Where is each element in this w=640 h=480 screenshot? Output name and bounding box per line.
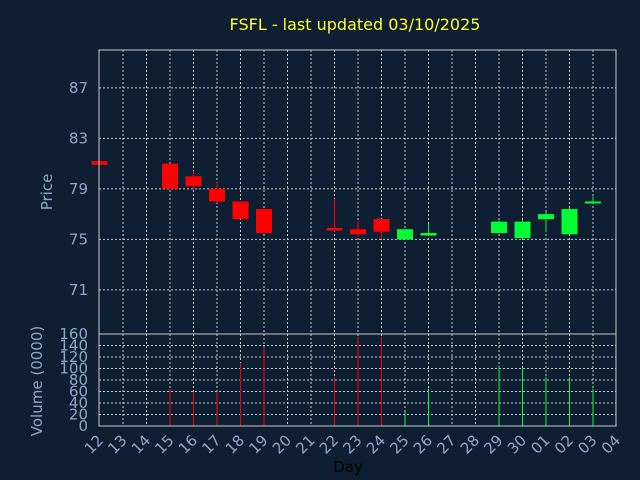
candle xyxy=(256,209,272,235)
candle xyxy=(232,201,249,220)
day-tick-label: 27 xyxy=(433,431,459,457)
volume-tick-label: 140 xyxy=(59,337,88,355)
day-tick-label: 25 xyxy=(386,431,412,457)
price-tick-label: 71 xyxy=(69,281,88,299)
day-tick-label: 26 xyxy=(410,431,436,457)
price-tick-label: 87 xyxy=(69,79,88,97)
candle xyxy=(350,221,366,237)
candle-body xyxy=(373,219,390,232)
day-tick-label: 15 xyxy=(151,431,177,457)
candle xyxy=(373,219,390,240)
volume-axis-label: Volume (0000) xyxy=(28,326,46,436)
day-axis-label: Day xyxy=(333,458,363,476)
volume-tick-label: 60 xyxy=(69,383,88,401)
day-tick-label: 23 xyxy=(339,431,365,457)
day-tick-label: 24 xyxy=(363,431,389,457)
day-tick-label: 30 xyxy=(504,431,530,457)
volume-tick-label: 100 xyxy=(59,360,88,378)
volume-tick-label: 120 xyxy=(59,348,88,366)
day-tick-label: 14 xyxy=(128,431,154,457)
candle-body xyxy=(585,201,601,204)
day-tick-label: 21 xyxy=(292,431,318,457)
candle-body xyxy=(350,229,366,235)
candle xyxy=(491,220,507,234)
price-tick-label: 75 xyxy=(69,230,88,248)
candle xyxy=(209,182,225,203)
candle xyxy=(420,224,437,236)
candle-body xyxy=(514,221,531,239)
candle-body xyxy=(209,188,225,202)
candle xyxy=(585,196,601,204)
candle-body xyxy=(491,221,507,234)
day-tick-label: 13 xyxy=(104,431,130,457)
candle-body xyxy=(232,201,249,220)
volume-tick-label: 160 xyxy=(59,325,88,343)
volume-panel-frame xyxy=(98,333,617,427)
candle xyxy=(561,207,578,235)
day-axis-ticks: 1213141516171819202122232425262728293001… xyxy=(81,431,624,457)
day-tick-label: 03 xyxy=(574,431,600,457)
candle xyxy=(514,220,531,240)
price-grid xyxy=(99,50,616,334)
day-tick-label: 01 xyxy=(527,431,553,457)
candle xyxy=(185,171,202,189)
day-tick-label: 12 xyxy=(81,431,107,457)
day-tick-label: 02 xyxy=(551,431,577,457)
candle-body xyxy=(397,229,413,240)
volume-tick-label: 80 xyxy=(69,371,88,389)
candle-body xyxy=(420,233,437,236)
day-tick-label: 22 xyxy=(316,431,342,457)
volume-tick-label: 20 xyxy=(69,406,88,424)
day-tick-label: 16 xyxy=(175,431,201,457)
candle-body xyxy=(162,163,178,189)
candle-body xyxy=(538,214,554,220)
volume-bars xyxy=(169,336,594,426)
day-tick-label: 18 xyxy=(222,431,248,457)
candle xyxy=(162,163,178,189)
candle-body xyxy=(185,176,202,187)
price-candles xyxy=(91,161,601,240)
candle xyxy=(538,211,554,232)
price-axis-label: Price xyxy=(38,174,56,211)
candle-body xyxy=(256,209,272,234)
day-tick-label: 04 xyxy=(598,431,624,457)
day-tick-label: 28 xyxy=(457,431,483,457)
chart-title: FSFL - last updated 03/10/2025 xyxy=(230,15,481,34)
candle-body xyxy=(561,209,578,235)
price-tick-label: 79 xyxy=(69,180,88,198)
candle-body xyxy=(326,227,343,231)
price-axis-ticks: 71 75 79 83 87 xyxy=(69,79,88,299)
volume-tick-label: 0 xyxy=(78,417,88,435)
day-tick-label: 29 xyxy=(480,431,506,457)
candle xyxy=(326,198,343,232)
candle xyxy=(397,229,413,240)
volume-tick-label: 40 xyxy=(69,394,88,412)
day-tick-label: 20 xyxy=(269,431,295,457)
day-tick-label: 19 xyxy=(245,431,271,457)
day-tick-label: 17 xyxy=(198,431,224,457)
price-tick-label: 83 xyxy=(69,129,88,147)
